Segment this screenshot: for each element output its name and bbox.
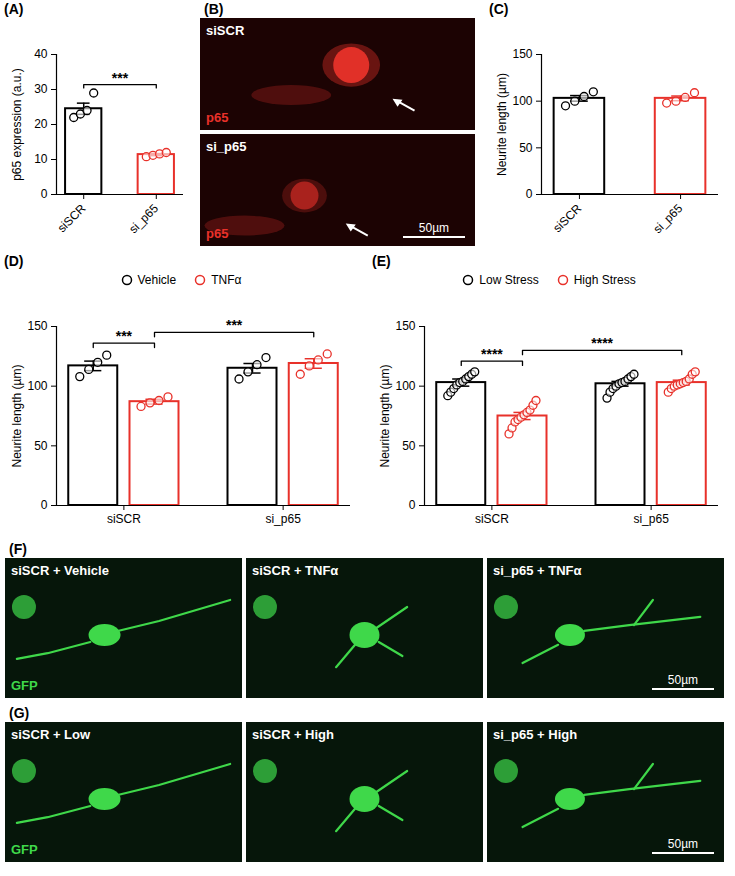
svg-text:30: 30 xyxy=(34,82,48,96)
svg-text:siSCR + Low: siSCR + Low xyxy=(11,727,91,742)
svg-text:****: **** xyxy=(591,335,613,351)
svg-text:40: 40 xyxy=(34,47,48,61)
svg-text:50: 50 xyxy=(402,439,416,453)
html-text:(E): (E) xyxy=(372,253,391,269)
svg-text:p65: p65 xyxy=(206,110,228,125)
svg-text:si_p65: si_p65 xyxy=(265,512,301,526)
html-text:(F): (F) xyxy=(9,541,27,557)
svg-text:50: 50 xyxy=(34,439,48,453)
html-text:Low Stress: Low Stress xyxy=(479,273,539,287)
svg-text:siSCR: siSCR xyxy=(55,201,89,235)
html-text:(G): (G) xyxy=(9,705,30,721)
svg-text:150: 150 xyxy=(27,319,47,333)
svg-text:p65 expression (a.u.): p65 expression (a.u.) xyxy=(10,68,24,181)
svg-text:si_p65: si_p65 xyxy=(633,512,669,526)
svg-text:50: 50 xyxy=(519,141,533,155)
svg-text:si_p65: si_p65 xyxy=(650,201,685,236)
svg-text:Neurite length (µm): Neurite length (µm) xyxy=(495,73,509,176)
svg-text:siSCR + TNFα: siSCR + TNFα xyxy=(252,563,338,578)
svg-text:siSCR: siSCR xyxy=(550,201,584,235)
html-text:(B): (B) xyxy=(204,1,224,17)
html-text:TNFα: TNFα xyxy=(211,273,242,287)
svg-text:***: *** xyxy=(116,328,133,344)
svg-text:siSCR: siSCR xyxy=(107,512,141,526)
svg-text:50µm: 50µm xyxy=(668,837,698,851)
svg-text:100: 100 xyxy=(512,94,532,108)
svg-text:si_p65 + High: si_p65 + High xyxy=(493,727,577,742)
svg-text:0: 0 xyxy=(409,498,416,512)
html-text:(C): (C) xyxy=(489,1,509,17)
svg-text:Neurite length (µm): Neurite length (µm) xyxy=(378,365,392,468)
svg-text:150: 150 xyxy=(395,319,415,333)
svg-text:si_p65 + TNFα: si_p65 + TNFα xyxy=(493,563,582,578)
svg-text:siSCR: siSCR xyxy=(475,512,509,526)
html-text:(A): (A) xyxy=(4,1,24,17)
svg-text:si_p65: si_p65 xyxy=(126,201,161,236)
svg-text:GFP: GFP xyxy=(11,678,38,693)
svg-text:0: 0 xyxy=(41,498,48,512)
svg-text:0: 0 xyxy=(41,187,48,201)
svg-text:p65: p65 xyxy=(206,226,228,241)
svg-text:50µm: 50µm xyxy=(668,673,698,687)
svg-text:150: 150 xyxy=(512,47,532,61)
html-text:(D): (D) xyxy=(4,253,24,269)
svg-text:100: 100 xyxy=(27,379,47,393)
svg-text:***: *** xyxy=(226,317,243,333)
svg-text:0: 0 xyxy=(526,187,533,201)
html-text:High Stress: High Stress xyxy=(573,273,636,287)
svg-text:si_p65: si_p65 xyxy=(206,139,246,154)
svg-text:siSCR + Vehicle: siSCR + Vehicle xyxy=(11,563,109,578)
svg-text:siSCR + High: siSCR + High xyxy=(252,727,334,742)
html-text:Vehicle: Vehicle xyxy=(137,273,177,287)
svg-text:***: *** xyxy=(112,70,129,86)
svg-text:GFP: GFP xyxy=(11,842,38,857)
svg-text:50µm: 50µm xyxy=(419,221,449,235)
svg-text:10: 10 xyxy=(34,152,48,166)
svg-text:****: **** xyxy=(481,346,503,362)
svg-text:100: 100 xyxy=(395,379,415,393)
svg-text:20: 20 xyxy=(34,117,48,131)
svg-text:siSCR: siSCR xyxy=(206,23,245,38)
svg-text:Neurite length (µm): Neurite length (µm) xyxy=(10,365,24,468)
